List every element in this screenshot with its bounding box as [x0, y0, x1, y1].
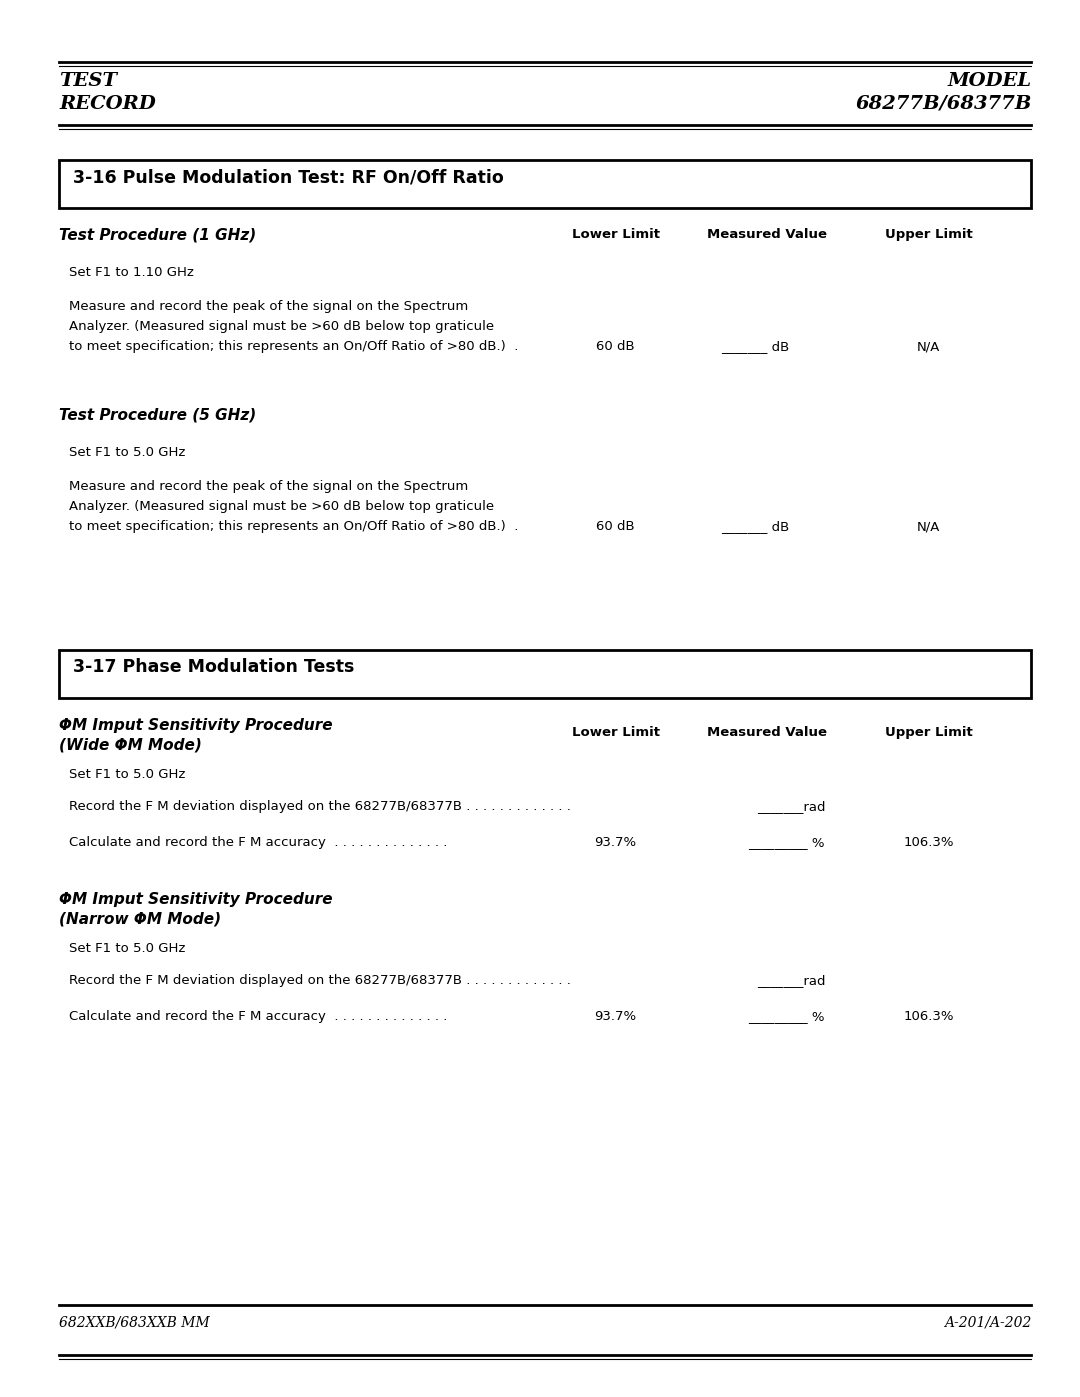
Text: Record the F M deviation displayed on the 68277B/68377B . . . . . . . . . . . . : Record the F M deviation displayed on th…	[69, 974, 571, 988]
Text: Set F1 to 5.0 GHz: Set F1 to 5.0 GHz	[69, 768, 186, 781]
Text: Measured Value: Measured Value	[706, 726, 827, 739]
Text: A-201/A-202: A-201/A-202	[944, 1315, 1031, 1329]
Text: Test Procedure (1 GHz): Test Procedure (1 GHz)	[59, 228, 257, 243]
Text: Upper Limit: Upper Limit	[885, 228, 973, 242]
Text: _________ %: _________ %	[748, 835, 825, 849]
Text: to meet specification; this represents an On/Off Ratio of >80 dB.)  .: to meet specification; this represents a…	[69, 520, 518, 534]
Text: _______ dB: _______ dB	[720, 520, 788, 534]
Text: Measure and record the peak of the signal on the Spectrum: Measure and record the peak of the signa…	[69, 300, 469, 313]
Text: 106.3%: 106.3%	[904, 835, 954, 849]
Text: _________ %: _________ %	[748, 1010, 825, 1023]
Text: 93.7%: 93.7%	[594, 835, 637, 849]
Text: Calculate and record the F M accuracy  . . . . . . . . . . . . . .: Calculate and record the F M accuracy . …	[69, 1010, 448, 1023]
Text: Analyzer. (Measured signal must be >60 dB below top graticule: Analyzer. (Measured signal must be >60 d…	[69, 500, 495, 513]
Text: 3-16 Pulse Modulation Test: RF On/Off Ratio: 3-16 Pulse Modulation Test: RF On/Off Ra…	[73, 168, 504, 186]
Text: RECORD: RECORD	[59, 95, 157, 113]
Text: Measure and record the peak of the signal on the Spectrum: Measure and record the peak of the signa…	[69, 481, 469, 493]
Text: (Narrow ΦM Mode): (Narrow ΦM Mode)	[59, 912, 221, 928]
Text: 60 dB: 60 dB	[596, 520, 635, 534]
Text: Lower Limit: Lower Limit	[571, 726, 660, 739]
Text: N/A: N/A	[917, 520, 941, 534]
Text: 106.3%: 106.3%	[904, 1010, 954, 1023]
Text: Upper Limit: Upper Limit	[885, 726, 973, 739]
Text: Record the F M deviation displayed on the 68277B/68377B . . . . . . . . . . . . : Record the F M deviation displayed on th…	[69, 800, 571, 813]
Bar	[59, 161, 1031, 208]
Text: 3-17 Phase Modulation Tests: 3-17 Phase Modulation Tests	[73, 658, 354, 676]
Text: Analyzer. (Measured signal must be >60 dB below top graticule: Analyzer. (Measured signal must be >60 d…	[69, 320, 495, 332]
Text: Set F1 to 1.10 GHz: Set F1 to 1.10 GHz	[69, 265, 194, 279]
Text: _______rad: _______rad	[757, 974, 826, 988]
Text: _______rad: _______rad	[757, 800, 826, 813]
Text: ΦM Imput Sensitivity Procedure: ΦM Imput Sensitivity Procedure	[59, 718, 333, 733]
Bar	[59, 650, 1031, 698]
Text: to meet specification; this represents an On/Off Ratio of >80 dB.)  .: to meet specification; this represents a…	[69, 339, 518, 353]
Text: Set F1 to 5.0 GHz: Set F1 to 5.0 GHz	[69, 446, 186, 460]
Text: Set F1 to 5.0 GHz: Set F1 to 5.0 GHz	[69, 942, 186, 956]
Text: Lower Limit: Lower Limit	[571, 228, 660, 242]
Text: 682XXB/683XXB MM: 682XXB/683XXB MM	[59, 1315, 211, 1329]
Text: TEST: TEST	[59, 73, 118, 89]
Text: MODEL: MODEL	[947, 73, 1031, 89]
Text: Test Procedure (5 GHz): Test Procedure (5 GHz)	[59, 408, 257, 423]
Text: N/A: N/A	[917, 339, 941, 353]
Text: 68277B/68377B: 68277B/68377B	[855, 95, 1031, 113]
Text: Measured Value: Measured Value	[706, 228, 827, 242]
Text: Calculate and record the F M accuracy  . . . . . . . . . . . . . .: Calculate and record the F M accuracy . …	[69, 835, 448, 849]
Text: ΦM Imput Sensitivity Procedure: ΦM Imput Sensitivity Procedure	[59, 893, 333, 907]
Text: (Wide ΦM Mode): (Wide ΦM Mode)	[59, 738, 202, 753]
Text: _______ dB: _______ dB	[720, 339, 788, 353]
Text: 93.7%: 93.7%	[594, 1010, 637, 1023]
Text: 60 dB: 60 dB	[596, 339, 635, 353]
